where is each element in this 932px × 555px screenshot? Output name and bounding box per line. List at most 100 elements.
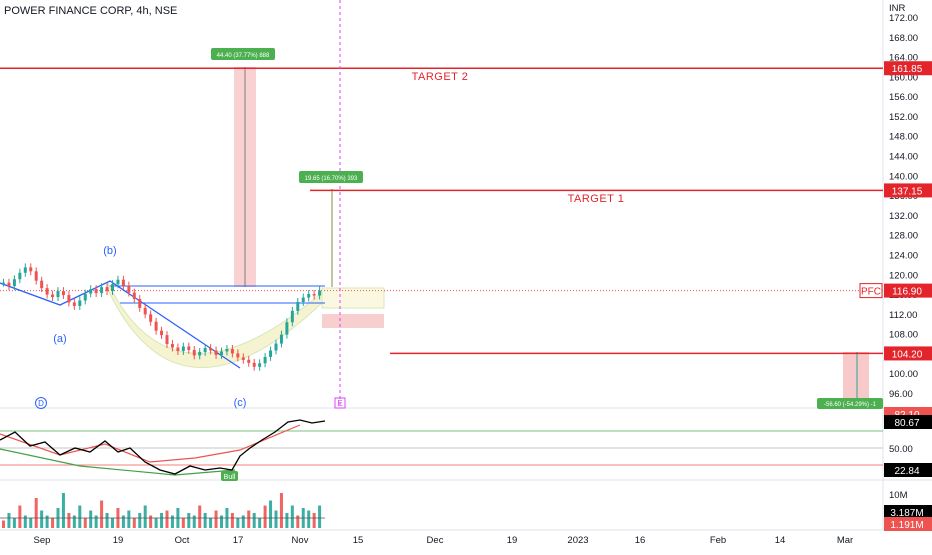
volume-bar [170,515,174,528]
price-tick-label: 144.00 [889,152,918,163]
time-tick-label: 19 [507,535,518,546]
candle-body [160,330,164,336]
volume-bar [209,518,213,528]
candle-body [111,284,114,292]
wave-b-label: (b) [103,245,116,257]
candle-body [67,295,71,303]
tag-volume-current: 3.187M [890,508,923,519]
tag-rsi-current-bg [884,415,932,429]
candle-body [198,351,202,356]
price-tick-label: 152.00 [889,112,918,123]
time-tick-label: Feb [710,535,726,546]
bull-label: Bull [224,474,236,481]
price-tick-label: 124.00 [889,250,918,261]
volume-bar [187,513,191,528]
volume-bar [40,510,44,528]
volume-bar [198,505,202,528]
volume-bar [121,515,125,528]
candle-body [29,267,33,272]
candle-body [149,314,153,322]
volume-bar [100,500,104,528]
price-tick-label: 164.00 [889,53,918,64]
candle-body [94,289,98,294]
candle-body [312,294,316,296]
candle-body [154,321,158,331]
candle-body [56,291,60,298]
volume-bar [23,515,27,528]
marker-e-label: E [337,399,342,408]
time-tick-label: 19 [113,535,124,546]
candle-body [279,334,283,344]
volume-bar [290,505,294,528]
candle-body [307,294,311,298]
volume-bar [105,513,109,528]
candle-body [209,347,213,351]
volume-bar [258,518,262,528]
candle-body [61,291,65,296]
candle-body [247,359,251,363]
candle-body [7,282,11,287]
time-tick-label: 17 [233,535,244,546]
candle-body [214,350,218,355]
candle-body [301,297,305,302]
volume-bar [154,518,158,528]
tag-volume-avg: 1.191M [890,520,923,531]
price-tick-label: 120.00 [889,270,918,281]
candle-body [45,288,49,295]
candle-body [176,347,180,351]
volume-bar [78,505,82,528]
rsi-mid-tick: 50.00 [889,444,913,455]
measure-label-small: 19.65 (16.70%) 393 [305,176,358,182]
target1-label: TARGET 1 [568,193,625,205]
candle-body [269,350,273,357]
tag-volume-avg-bg [884,517,932,531]
volume-bar [203,513,207,528]
candle-body [132,292,136,300]
volume-bar [274,510,278,528]
price-tick-label: 132.00 [889,211,918,222]
wave-d-circle [35,397,47,409]
volume-bar [192,515,196,528]
time-tick-label: Sep [34,535,51,546]
rsi-support-line [0,448,236,476]
volume-bar [72,515,76,528]
tag-target1: 137.15 [892,186,923,197]
stoploss-zone [322,314,384,328]
price-tick-label: 168.00 [889,33,918,44]
wave-d-label: D [38,399,44,408]
tag-rsi-current: 80.67 [894,418,919,429]
candle-body [187,346,191,350]
candle-body [236,353,240,358]
volume-bar [45,515,49,528]
volume-bar [241,515,245,528]
candle-body [127,285,131,293]
tag-target1-bg [884,183,932,198]
volume-bar [236,518,240,528]
candle-body [100,287,104,294]
time-tick-label: Dec [427,535,444,546]
time-tick-label: Mar [837,535,853,546]
time-tick-label: 16 [635,535,646,546]
price-tick-label: 148.00 [889,132,918,143]
candle-body [290,310,294,323]
candle-body [143,307,147,315]
handle-zone [321,287,385,309]
volume-bar [12,518,16,528]
candle-body [89,289,93,294]
rsi-line [0,419,326,475]
time-tick-label: Oct [175,535,190,546]
volume-bar [307,510,311,528]
bull-badge [221,471,238,481]
volume-bar [312,513,316,528]
volume-bar [263,505,267,528]
volume-bar [67,513,71,528]
candle-body [51,294,55,298]
price-tick-label: 160.00 [889,72,918,83]
candle-body [192,349,196,356]
marker-e-box [334,397,346,409]
tag-target2: 161.85 [892,64,923,75]
volume-bar [2,520,5,528]
candle-body [230,348,234,354]
